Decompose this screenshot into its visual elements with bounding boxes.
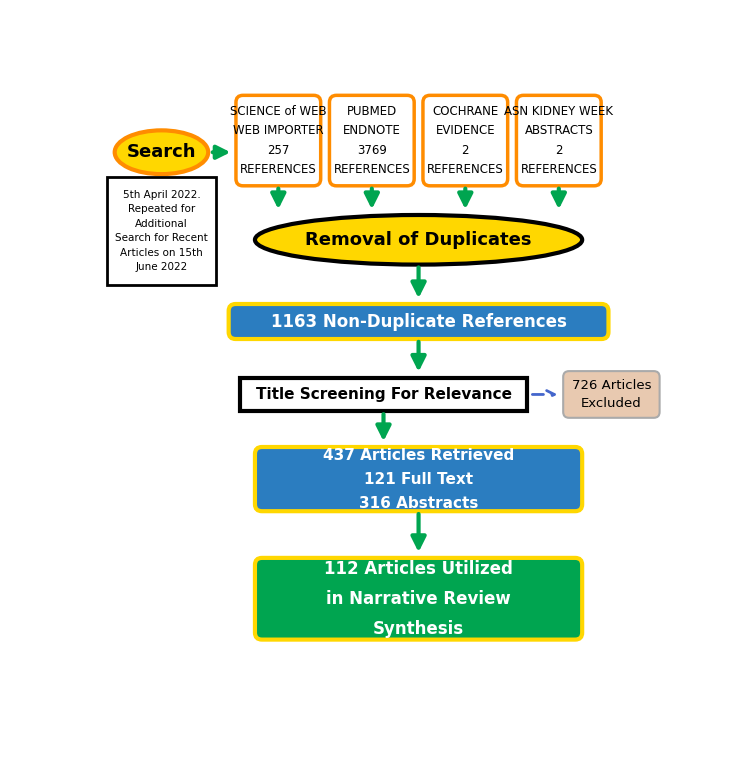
FancyBboxPatch shape	[516, 96, 601, 186]
FancyBboxPatch shape	[107, 177, 216, 285]
Text: SCIENCE of WEB
WEB IMPORTER
257
REFERENCES: SCIENCE of WEB WEB IMPORTER 257 REFERENC…	[230, 105, 326, 177]
FancyBboxPatch shape	[228, 304, 608, 339]
Text: 112 Articles Utilized
in Narrative Review
Synthesis: 112 Articles Utilized in Narrative Revie…	[324, 560, 513, 637]
FancyBboxPatch shape	[236, 96, 320, 186]
FancyBboxPatch shape	[563, 371, 660, 418]
Text: Title Screening For Relevance: Title Screening For Relevance	[256, 387, 511, 402]
FancyBboxPatch shape	[255, 558, 582, 640]
FancyBboxPatch shape	[255, 447, 582, 511]
Text: ASN KIDNEY WEEK
ABSTRACTS
2
REFERENCES: ASN KIDNEY WEEK ABSTRACTS 2 REFERENCES	[504, 105, 613, 177]
Text: Search: Search	[127, 143, 196, 161]
Text: 437 Articles Retrieved
121 Full Text
316 Abstracts: 437 Articles Retrieved 121 Full Text 316…	[323, 447, 514, 511]
Ellipse shape	[255, 215, 582, 265]
FancyBboxPatch shape	[329, 96, 414, 186]
Ellipse shape	[115, 130, 208, 174]
FancyBboxPatch shape	[423, 96, 507, 186]
Text: PUBMED
ENDNOTE
3769
REFERENCES: PUBMED ENDNOTE 3769 REFERENCES	[333, 105, 410, 177]
FancyBboxPatch shape	[241, 377, 527, 412]
Text: COCHRANE
EVIDENCE
2
REFERENCES: COCHRANE EVIDENCE 2 REFERENCES	[427, 105, 504, 177]
Text: 1163 Non-Duplicate References: 1163 Non-Duplicate References	[271, 312, 566, 330]
Text: 5th April 2022.
Repeated for
Additional
Search for Recent
Articles on 15th
June : 5th April 2022. Repeated for Additional …	[115, 190, 208, 272]
Text: Removal of Duplicates: Removal of Duplicates	[305, 230, 532, 249]
Text: 726 Articles
Excluded: 726 Articles Excluded	[572, 379, 651, 410]
